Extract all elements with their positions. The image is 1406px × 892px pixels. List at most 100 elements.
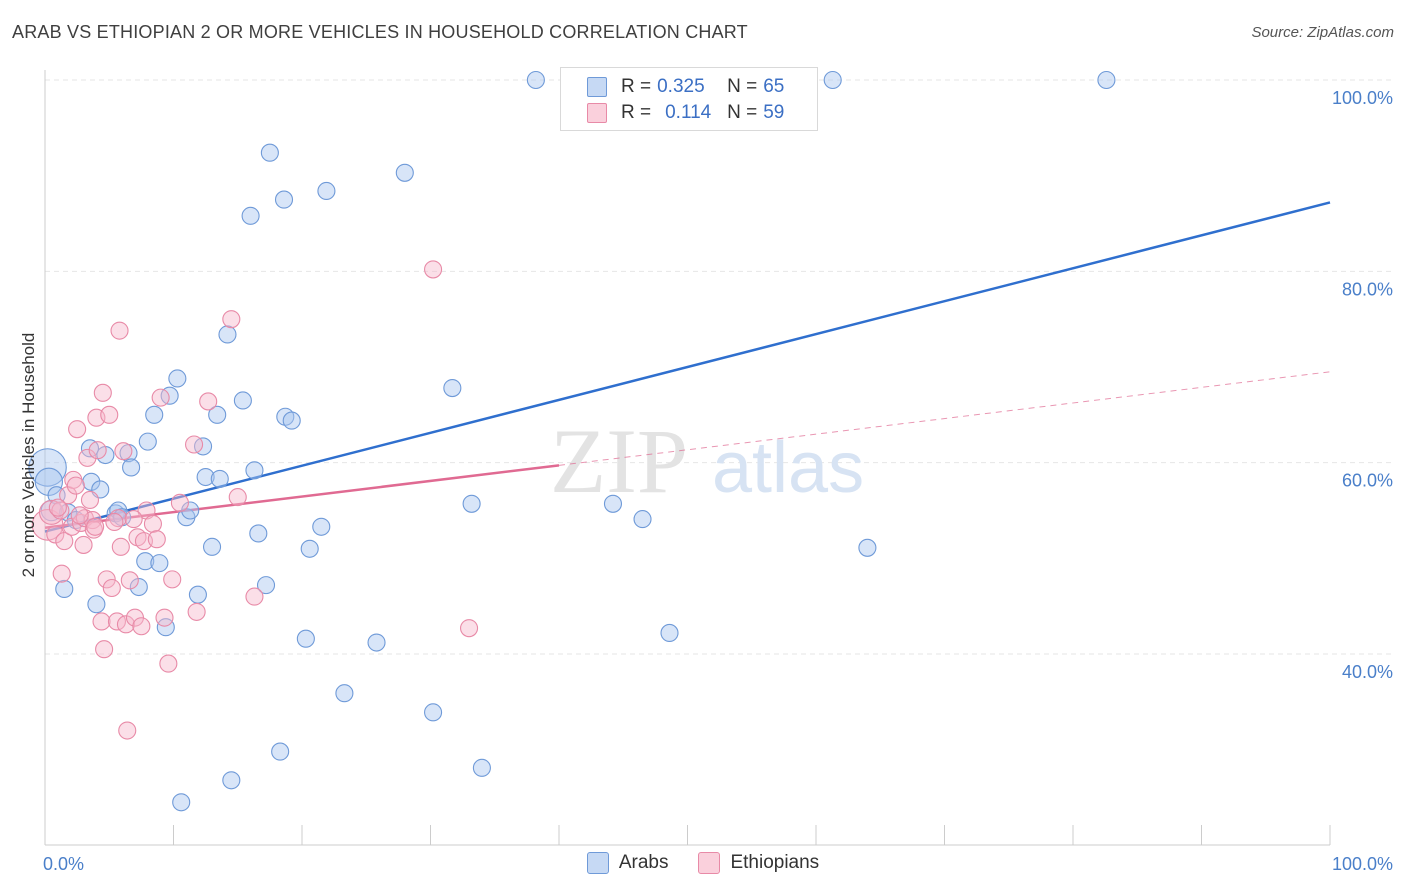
data-point-arabs — [122, 458, 141, 477]
data-point-ethiopians — [92, 612, 111, 631]
data-point-arabs — [172, 793, 191, 812]
data-point-arabs — [181, 501, 200, 520]
data-point-ethiopians — [116, 615, 136, 634]
data-point-arabs — [823, 70, 842, 90]
correlation-legend: R = 0.325 N = 65 R = 0.114 N = 59 — [560, 67, 818, 131]
data-point-ethiopians — [111, 537, 130, 556]
data-point-arabs — [145, 405, 164, 424]
data-point-ethiopians — [114, 442, 133, 461]
data-point-arabs — [462, 494, 481, 513]
data-point-ethiopians — [187, 602, 206, 621]
data-point-ethiopians — [52, 564, 71, 583]
data-point-arabs — [317, 181, 336, 201]
data-point-arabs — [660, 623, 679, 643]
data-point-ethiopians — [147, 530, 166, 549]
data-point-ethiopians — [118, 721, 137, 740]
data-point-arabs — [335, 684, 354, 703]
data-point-ethiopians — [105, 512, 124, 532]
data-point-arabs — [367, 633, 386, 652]
data-point-arabs — [241, 206, 260, 225]
series-swatch-arabs — [586, 852, 609, 874]
data-point-ethiopians — [100, 405, 119, 424]
data-point-arabs — [256, 576, 276, 595]
tick-labels: 100.0% 80.0% 60.0% 40.0% 0.0% 100.0% — [43, 88, 1393, 874]
data-point-arabs — [245, 461, 264, 480]
data-point-ethiopians — [199, 392, 218, 411]
series-legend: Arabs Ethiopians — [0, 852, 1406, 874]
chart-title: ARAB VS ETHIOPIAN 2 OR MORE VEHICLES IN … — [12, 22, 748, 42]
data-point-ethiopians — [102, 578, 121, 598]
data-point-arabs — [222, 771, 241, 790]
y-tick-label: 100.0% — [1332, 88, 1393, 108]
data-point-ethiopians — [120, 571, 139, 590]
data-point-arabs — [168, 369, 187, 388]
data-point-arabs — [526, 70, 545, 90]
y-tick-label: 80.0% — [1342, 279, 1393, 299]
data-point-arabs — [424, 703, 443, 722]
grid-lines — [45, 79, 1394, 655]
data-point-ethiopians — [222, 310, 241, 329]
data-points — [28, 70, 1116, 812]
legend-n-value: 65 — [763, 76, 785, 97]
legend-swatch-arabs — [587, 77, 607, 97]
data-point-ethiopians — [55, 532, 74, 551]
data-point-ethiopians — [155, 608, 174, 627]
data-point-arabs — [271, 742, 290, 761]
data-point-ethiopians — [132, 617, 151, 636]
data-point-arabs — [1097, 70, 1116, 90]
data-point-arabs — [87, 595, 106, 614]
data-point-arabs — [472, 758, 491, 777]
data-point-ethiopians — [424, 260, 443, 279]
data-point-ethiopians — [86, 517, 105, 536]
legend-n-label: N = — [727, 102, 758, 123]
data-point-arabs — [218, 325, 237, 344]
data-point-arabs — [633, 510, 652, 529]
data-point-ethiopians — [51, 501, 70, 520]
data-point-arabs — [34, 467, 64, 496]
data-point-arabs — [312, 517, 331, 536]
x-tick-label-end: 100.0% — [1332, 854, 1393, 874]
data-point-ethiopians — [70, 506, 89, 525]
series-label-arabs: Arabs — [618, 852, 669, 873]
data-point-arabs — [249, 524, 268, 543]
data-point-ethiopians — [163, 570, 182, 589]
data-point-arabs — [203, 537, 222, 556]
data-point-ethiopians — [78, 448, 97, 467]
data-point-arabs — [150, 554, 169, 573]
legend-n-value: 59 — [763, 102, 785, 123]
data-point-arabs — [194, 437, 213, 456]
data-point-ethiopians — [110, 321, 129, 340]
watermark-atlas: atlas — [712, 428, 864, 508]
data-point-arabs — [156, 618, 175, 637]
data-point-arabs — [300, 539, 319, 558]
legend-r-label: R = — [621, 76, 652, 97]
data-point-arabs — [210, 469, 229, 488]
data-point-arabs — [603, 494, 623, 513]
data-point-arabs — [443, 378, 462, 398]
data-point-arabs — [233, 391, 252, 410]
legend-row-ethiopians: R = 0.114 N = 59 — [587, 101, 784, 125]
trend-line-arabs — [44, 201, 1331, 533]
data-point-ethiopians — [151, 388, 170, 407]
series-label-ethiopians: Ethiopians — [730, 852, 820, 873]
legend-swatch-ethiopians — [587, 103, 607, 123]
data-point-ethiopians — [74, 535, 93, 554]
data-point-ethiopians — [97, 570, 116, 589]
data-point-ethiopians — [159, 654, 178, 673]
data-point-ethiopians — [95, 640, 114, 659]
data-point-ethiopians — [245, 587, 264, 606]
data-point-arabs — [28, 448, 67, 487]
series-legend-arabs: Arabs — [586, 852, 669, 874]
data-point-ethiopians — [66, 476, 85, 495]
legend-row-arabs: R = 0.325 N = 65 — [587, 75, 784, 99]
data-point-arabs — [129, 577, 148, 597]
data-point-ethiopians — [185, 435, 204, 454]
data-point-arabs — [138, 432, 157, 451]
y-tick-label: 60.0% — [1342, 471, 1393, 491]
data-point-arabs — [196, 467, 215, 487]
data-point-arabs — [274, 190, 294, 209]
data-point-arabs — [208, 405, 227, 424]
chart-source: Source: ZipAtlas.com — [1251, 24, 1394, 41]
data-point-ethiopians — [228, 488, 247, 507]
